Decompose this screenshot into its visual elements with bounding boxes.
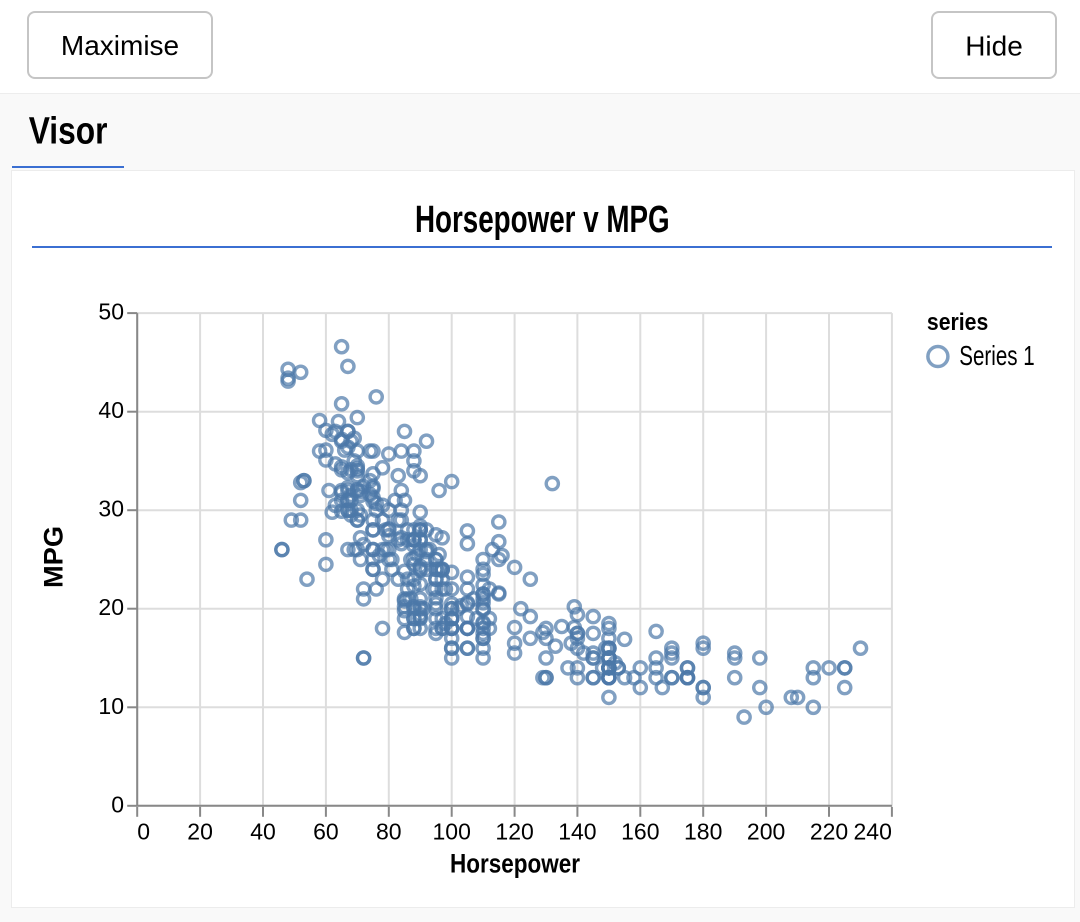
svg-text:10: 10 (98, 693, 124, 719)
svg-text:Series 1: Series 1 (959, 340, 1034, 371)
svg-text:240: 240 (854, 819, 892, 845)
svg-text:30: 30 (98, 496, 124, 522)
svg-text:120: 120 (495, 819, 533, 845)
svg-text:160: 160 (621, 819, 659, 845)
svg-text:220: 220 (810, 819, 848, 845)
svg-text:Hide: Hide (965, 31, 1023, 62)
svg-text:200: 200 (747, 819, 785, 845)
svg-text:140: 140 (558, 819, 596, 845)
svg-text:Visor: Visor (29, 111, 108, 153)
svg-text:40: 40 (250, 819, 276, 845)
svg-text:60: 60 (313, 819, 339, 845)
svg-text:50: 50 (98, 299, 124, 325)
svg-text:0: 0 (111, 791, 124, 817)
svg-text:Horsepower: Horsepower (450, 849, 580, 879)
svg-text:40: 40 (98, 397, 124, 423)
svg-text:series: series (927, 309, 988, 336)
svg-text:100: 100 (433, 819, 471, 845)
svg-text:20: 20 (98, 594, 124, 620)
svg-text:20: 20 (187, 819, 213, 845)
svg-text:0: 0 (137, 819, 150, 845)
svg-text:MPG: MPG (39, 526, 69, 588)
svg-text:Horsepower v MPG: Horsepower v MPG (415, 199, 670, 241)
svg-text:Maximise: Maximise (61, 30, 179, 61)
svg-text:180: 180 (684, 819, 722, 845)
svg-text:80: 80 (376, 819, 402, 845)
